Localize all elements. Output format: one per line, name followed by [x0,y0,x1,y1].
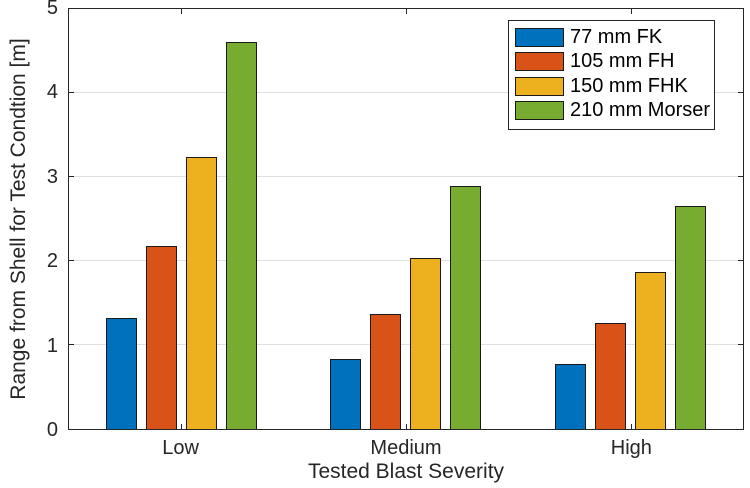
bar-210-mm-morser-low [225,41,257,429]
bar-105-mm-fh-low [145,245,177,429]
bar-210-mm-morser-medium [450,186,482,429]
gridline [69,176,743,177]
y-axis-tick [738,260,743,261]
x-axis-tick [630,424,632,429]
x-axis-tick [406,9,407,14]
bar-150-mm-fhk-low [185,156,217,429]
y-axis-tick [738,344,743,345]
legend-item: 210 mm Morser [515,98,711,121]
legend-item: 150 mm FHK [515,74,708,97]
y-tick-label: 5 [46,0,58,19]
bar-77-mm-fk-low [105,318,137,429]
legend-item-label: 150 mm FHK [570,74,688,97]
bar-77-mm-fk-high [555,364,587,429]
y-tick-label: 3 [46,165,58,188]
y-axis-tick [738,176,743,177]
bar-group-high [518,9,743,429]
bar-group-medium [294,9,519,429]
gridline [69,344,743,345]
legend-item: 77 mm FK [515,26,708,48]
x-axis-tick [630,9,632,14]
bar-150-mm-fhk-medium [410,258,442,429]
bar-group-low [69,9,294,429]
bar-105-mm-fh-medium [370,313,402,429]
bar-150-mm-fhk-high [635,271,667,429]
y-axis-tick [69,92,74,93]
bar-210-mm-morser-high [675,205,707,429]
gridline [69,260,743,261]
y-tick-label: 1 [46,334,58,357]
x-axis-tick [181,9,183,14]
y-axis-tick [69,260,74,261]
y-tick-label: 0 [46,419,58,441]
legend-item-label: 210 mm Morser [570,98,711,121]
x-tick-label-medium: Medium [370,437,442,459]
legend-swatch [515,28,564,47]
legend-item-label: 77 mm FK [570,26,663,48]
legend-item-label: 105 mm FH [570,50,675,73]
y-tick-label: 4 [46,81,58,104]
x-tick-label-low: Low [162,437,199,459]
y-axis-tick [738,92,743,93]
x-tick-label-high: High [610,437,652,459]
legend-swatch [515,100,564,120]
x-axis-tick [406,424,407,429]
legend-swatch [515,76,564,96]
y-axis-tick [69,344,74,345]
legend: 77 mm FK 105 mm FH 150 mm FHK 210 mm Morser [508,20,715,130]
bar-105-mm-fh-high [595,323,627,429]
y-tick-label: 2 [46,250,58,273]
legend-swatch [515,52,564,72]
y-axis-tick [69,176,74,177]
x-axis-label: Tested Blast Severity [307,460,505,483]
plot-area: 77 mm FK 105 mm FH 150 mm FHK 210 mm Morser [68,8,744,430]
bar-77-mm-fk-medium [330,359,362,429]
gridline [69,92,743,93]
legend-item: 105 mm FH [515,50,708,73]
x-axis-tick [181,424,183,429]
